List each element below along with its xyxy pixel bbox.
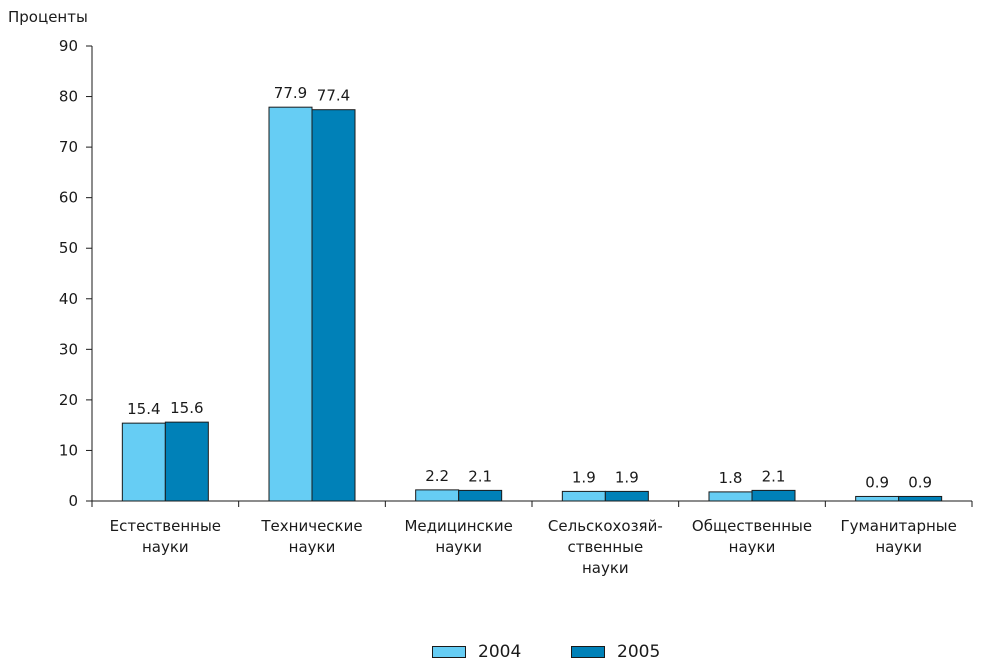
data-label: 77.9 — [274, 84, 307, 102]
y-tick-label: 90 — [59, 37, 78, 55]
data-label: 0.9 — [908, 473, 932, 491]
bar-2004-0 — [121, 422, 166, 502]
x-tick-label: Сельскохозяй-ственные науки — [548, 517, 663, 577]
data-label: 1.8 — [719, 469, 743, 487]
y-tick-label: 40 — [59, 290, 78, 308]
y-tick-label: 20 — [59, 391, 78, 409]
y-tick-label: 0 — [68, 492, 78, 510]
legend-item-2005: 2005 — [571, 642, 660, 662]
x-tick-label: Общественные науки — [692, 517, 812, 556]
axes: 0 10 20 30 40 50 60 70 80 90 — [59, 37, 973, 510]
bars — [121, 106, 943, 502]
bar-2005-1 — [311, 109, 356, 502]
bar-2005-5 — [898, 495, 943, 502]
data-label: 2.2 — [425, 467, 449, 485]
y-tick-label: 80 — [59, 88, 78, 106]
x-tick-label: Гуманитарные науки — [840, 517, 956, 556]
data-label: 1.9 — [615, 468, 639, 486]
legend-swatch-2005 — [571, 646, 605, 658]
y-tick-label: 70 — [59, 138, 78, 156]
data-label: 2.1 — [468, 467, 492, 485]
legend-swatch-2004 — [432, 646, 466, 658]
legend: 2004 2005 — [0, 642, 987, 662]
bar-2004-3 — [561, 490, 606, 502]
bar-2005-0 — [164, 421, 209, 502]
legend-label-2005: 2005 — [617, 642, 661, 662]
data-label: 1.9 — [572, 468, 596, 486]
legend-item-2004: 2004 — [432, 642, 521, 662]
legend-label-2004: 2004 — [478, 642, 522, 662]
bar-2004-4 — [708, 491, 753, 502]
x-tick-label: Естественные науки — [110, 517, 221, 556]
y-tick-label: 10 — [59, 441, 78, 459]
data-label: 15.4 — [127, 400, 160, 418]
bar-chart: 0 10 20 30 40 50 60 70 80 90 15.4 15.6 77.9 77.4 2.2 2… — [59, 37, 973, 577]
y-tick-label: 50 — [59, 239, 78, 257]
y-tick-label: 30 — [59, 340, 78, 358]
y-axis-title: Проценты — [8, 8, 88, 26]
bar-2005-4 — [751, 489, 796, 502]
x-tick-label: Технические науки — [260, 517, 362, 556]
bar-2004-2 — [415, 489, 460, 502]
data-label: 77.4 — [317, 87, 350, 105]
data-label: 15.6 — [170, 399, 203, 417]
x-tick-label: Медицинские науки — [404, 517, 512, 556]
x-tick-labels: Естественные науки Технические науки Медицин… — [110, 517, 957, 577]
bar-2005-3 — [604, 490, 649, 502]
data-label: 2.1 — [762, 467, 786, 485]
data-labels: 15.4 15.6 77.9 77.4 2.2 2.1 1.9 1.9 1.8 2.1 0.9 0.9 — [127, 84, 932, 491]
data-label: 0.9 — [865, 473, 889, 491]
bar-2004-1 — [268, 106, 313, 502]
y-tick-label: 60 — [59, 189, 78, 207]
bar-2005-2 — [458, 489, 503, 502]
bar-2004-5 — [855, 495, 900, 502]
